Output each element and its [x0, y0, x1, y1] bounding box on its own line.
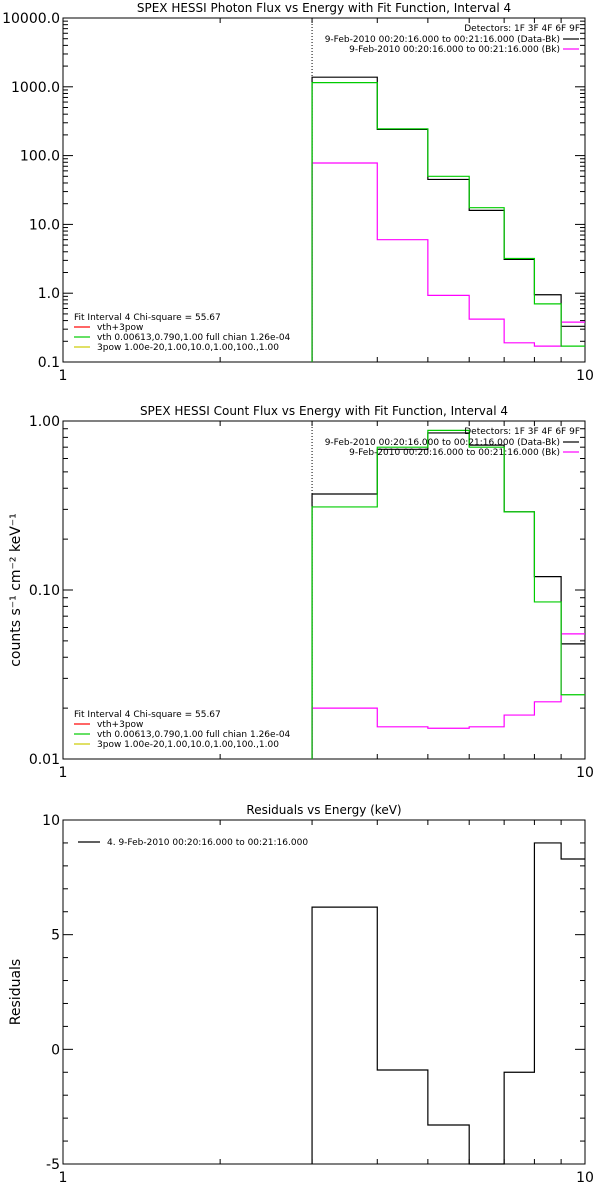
fit-legend-label: 3pow 1.00e-20,1.00,10.0,1.00,100.,1.00 — [97, 740, 279, 750]
x-tick-label: 1 — [59, 1170, 68, 1186]
y-tick-label: 10 — [42, 813, 60, 829]
series-step-line — [311, 82, 585, 362]
x-tick-label: 10 — [576, 1170, 594, 1186]
series-step-line — [311, 162, 585, 362]
fit-legend-label: 3pow 1.00e-20,1.00,10.0,1.00,100.,1.00 — [97, 343, 279, 353]
x-tick-label: 10 — [576, 368, 594, 384]
y-tick-label: 10000.0 — [2, 11, 60, 27]
series-step-line — [311, 842, 585, 1165]
residuals-panel: Residuals vs Energy (keV) Residuals -5 0 5 10… — [8, 803, 594, 1186]
y-tick-label: 5 — [51, 928, 60, 944]
legend-entry-label: 9-Feb-2010 00:20:16.000 to 00:21:16.000 … — [325, 35, 560, 45]
y-tick-label: 100.0 — [20, 149, 60, 165]
x-tick-label: 10 — [576, 765, 594, 781]
chart-title: SPEX HESSI Count Flux vs Energy with Fit… — [140, 404, 508, 418]
y-axis-label: counts s⁻¹ cm⁻² keV⁻¹ — [8, 513, 24, 667]
y-tick-label: 0.1 — [38, 355, 60, 371]
legend-entry-label: 9-Feb-2010 00:20:16.000 to 00:21:16.000 … — [325, 438, 560, 448]
y-tick-label: 1.0 — [38, 286, 60, 302]
series-step-line — [311, 76, 585, 362]
y-tick-label: 1000.0 — [11, 80, 60, 96]
fit-legend-header: Fit Interval 4 Chi-square = 55.67 — [74, 313, 221, 323]
plot-frame — [62, 819, 586, 1165]
series-step-line — [311, 633, 585, 759]
chart-title: SPEX HESSI Photon Flux vs Energy with Fi… — [137, 1, 511, 15]
x-tick-label: 1 — [59, 765, 68, 781]
fit-legend-header: Fit Interval 4 Chi-square = 55.67 — [74, 710, 221, 720]
count-flux-panel: SPEX HESSI Count Flux vs Energy with Fit… — [8, 404, 594, 781]
legend-entry-label: 9-Feb-2010 00:20:16.000 to 00:21:16.000 … — [349, 45, 560, 55]
y-tick-label: 0.01 — [29, 752, 60, 768]
photon-flux-panel: SPEX HESSI Photon Flux vs Energy with Fi… — [2, 1, 594, 384]
fit-legend-label: vth+3pow — [97, 323, 143, 333]
y-axis-label: Residuals — [8, 959, 24, 1025]
x-tick-label: 1 — [59, 368, 68, 384]
series-step-line — [311, 432, 585, 759]
detectors-label: Detectors: 1F 3F 4F 6F 9F — [464, 24, 580, 34]
y-tick-label: 1.00 — [29, 414, 60, 430]
y-tick-label: -5 — [46, 1157, 60, 1173]
chart-title: Residuals vs Energy (keV) — [246, 803, 401, 817]
y-tick-label: 0.10 — [29, 583, 60, 599]
detectors-label: Detectors: 1F 3F 4F 6F 9F — [464, 427, 580, 437]
plot-frame — [62, 17, 586, 363]
fit-legend-label: vth 0.00613,0.790,1.00 full chian 1.26e-… — [97, 333, 291, 343]
legend-entry-label: 9-Feb-2010 00:20:16.000 to 00:21:16.000 … — [349, 448, 560, 458]
y-tick-label: 0 — [51, 1042, 60, 1058]
fit-legend-label: vth+3pow — [97, 720, 143, 730]
series-step-line — [311, 429, 585, 759]
legend-entry-label: 4. 9-Feb-2010 00:20:16.000 to 00:21:16.0… — [107, 838, 308, 848]
fit-legend-label: vth 0.00613,0.790,1.00 full chian 1.26e-… — [97, 730, 291, 740]
y-tick-label: 10.0 — [29, 217, 60, 233]
